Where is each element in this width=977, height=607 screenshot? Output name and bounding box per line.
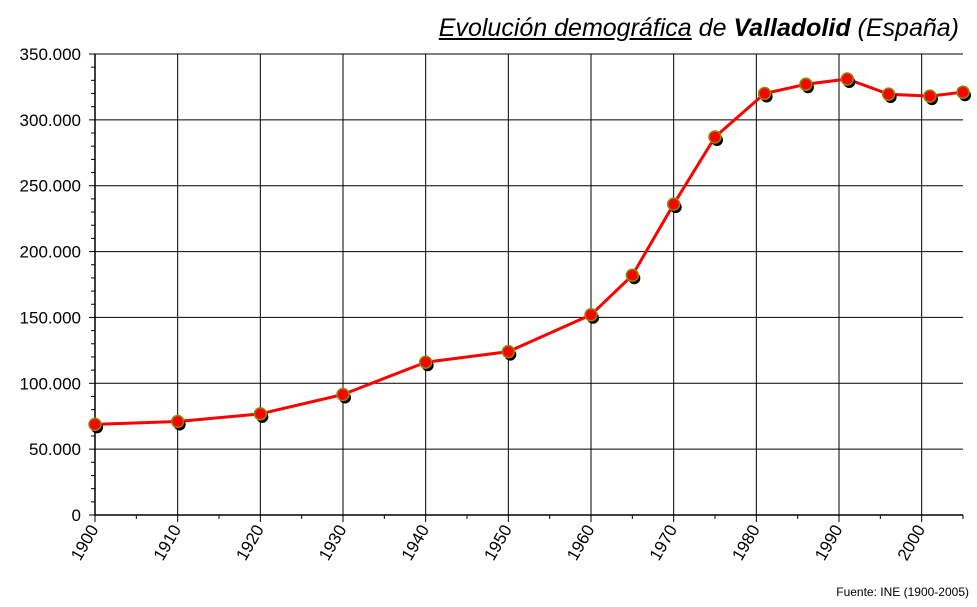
y-tick-label: 300.000 [20, 111, 81, 130]
axes [89, 53, 964, 522]
title-part-1: Evolución demográfica [438, 14, 692, 42]
x-tick-label: 2000 [894, 522, 929, 564]
grid-lines [95, 53, 963, 515]
y-tick-label: 50.000 [29, 440, 81, 459]
data-point [757, 86, 772, 101]
y-axis-tick-labels: 0 50.000 100.000 150.000 200.000 250.000 300.0… [20, 45, 81, 525]
series-line [94, 77, 964, 426]
data-point [88, 417, 102, 432]
data-point [840, 72, 855, 86]
data-point [336, 387, 350, 402]
y-tick-label: 0 [72, 506, 81, 525]
x-tick-label: 1960 [563, 522, 598, 564]
data-point [666, 197, 681, 211]
data-point [708, 130, 722, 144]
x-tick-label: 1980 [728, 522, 763, 564]
data-point [584, 308, 598, 322]
data-point [881, 87, 896, 101]
x-tick-label: 1970 [646, 522, 681, 564]
series-layer [88, 72, 971, 434]
y-tick-label: 350.000 [20, 45, 81, 64]
x-tick-label: 1900 [67, 522, 102, 564]
y-tick-label: 250.000 [20, 177, 81, 196]
data-point [253, 407, 268, 421]
data-point [501, 344, 516, 359]
x-tick-label: 1990 [811, 522, 846, 564]
x-axis-tick-labels: 1900 1910 1920 1930 1940 1950 1960 1970 1980 1990… [67, 522, 929, 564]
y-tick-label: 200.000 [20, 243, 81, 262]
y-tick-label: 100.000 [20, 374, 81, 393]
title-part-4: (España) [857, 14, 959, 42]
y-tick-label: 150.000 [20, 308, 81, 327]
source-note: Fuente: INE (1900-2005) [836, 585, 969, 599]
chart-title: Evolución demográfica de Valladolid (Esp… [439, 14, 959, 43]
data-point [956, 85, 970, 99]
data-point [799, 77, 813, 92]
data-point [923, 89, 937, 103]
x-tick-label: 1940 [398, 522, 433, 564]
data-point [625, 268, 640, 283]
x-tick-label: 1930 [315, 522, 350, 564]
x-tick-label: 1950 [480, 522, 515, 564]
title-part-3: Valladolid [733, 14, 851, 42]
data-point [418, 355, 433, 369]
title-part-2: de [698, 14, 727, 42]
x-tick-label: 1920 [232, 522, 267, 564]
data-point [170, 414, 185, 429]
x-tick-label: 1910 [150, 522, 185, 564]
